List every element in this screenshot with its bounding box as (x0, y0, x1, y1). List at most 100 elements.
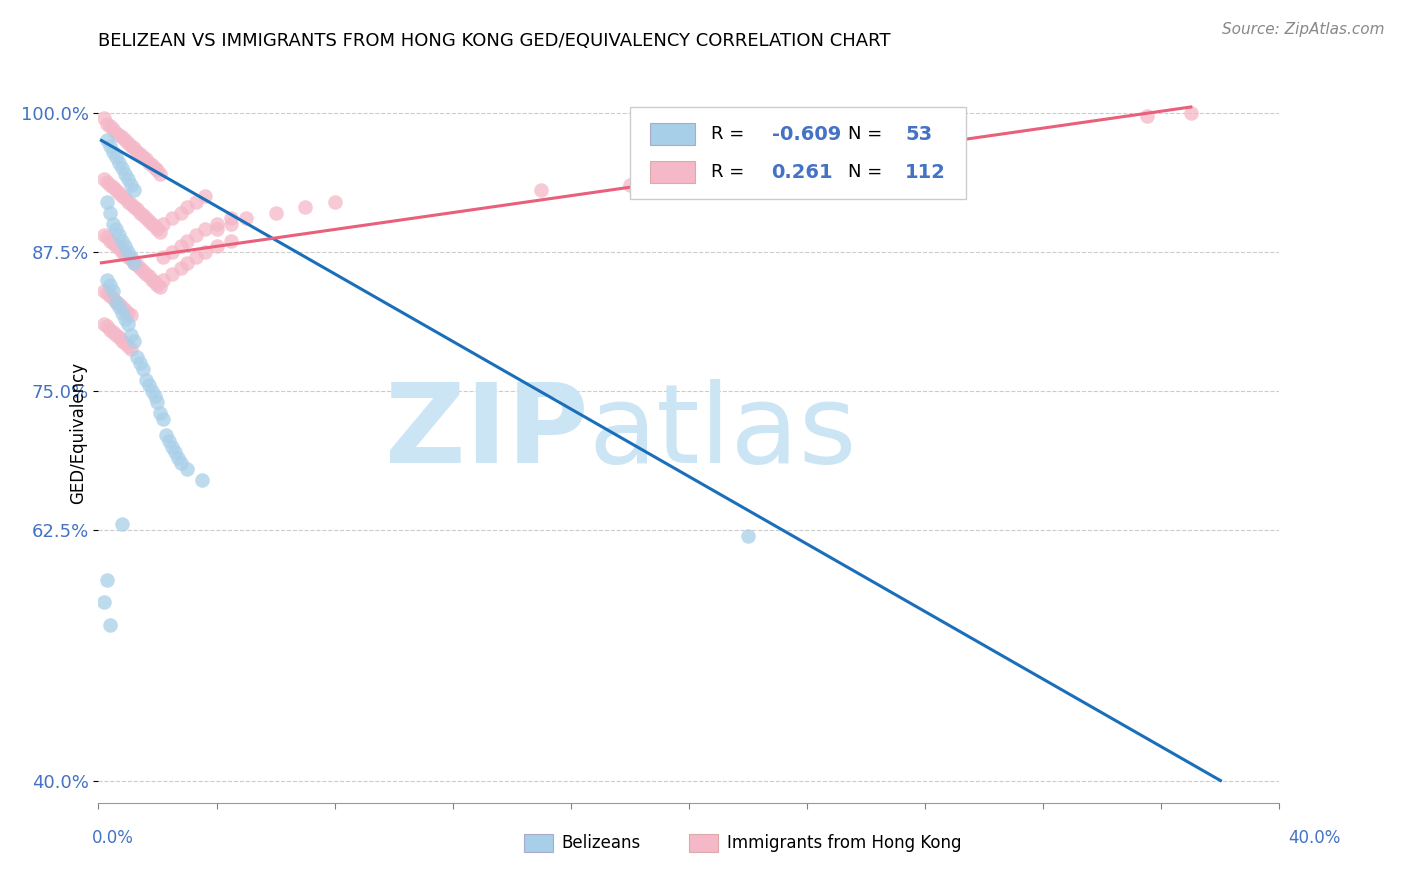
Point (98, 139, 121, 153)
Point (96, 230, 118, 244)
Point (96, 272, 118, 286)
Point (111, 244, 134, 259)
Point (146, 222, 169, 236)
Point (176, 234, 198, 248)
Point (98, 323, 121, 337)
Point (205, 222, 228, 236)
Point (120, 308, 142, 322)
Point (117, 244, 139, 259)
Bar (689, 834, 718, 853)
Text: R =: R = (711, 125, 745, 144)
Point (152, 411, 174, 425)
Point (138, 155, 160, 169)
Point (122, 334, 145, 348)
Point (132, 263, 155, 277)
Point (162, 440, 183, 454)
Point (149, 406, 172, 420)
Point (111, 189, 134, 203)
Point (108, 186, 131, 200)
Point (103, 292, 125, 306)
Text: Belizeans: Belizeans (561, 834, 641, 852)
Text: ZIP: ZIP (385, 379, 589, 486)
Point (114, 133, 136, 147)
Point (176, 462, 198, 476)
Text: R =: R = (711, 163, 745, 181)
Point (170, 239, 193, 253)
Point (105, 184, 128, 198)
Point (120, 250, 142, 264)
Point (111, 161, 134, 176)
Point (170, 205, 193, 219)
Text: 112: 112 (905, 162, 946, 181)
Point (98, 278, 121, 293)
Text: Source: ZipAtlas.com: Source: ZipAtlas.com (1222, 22, 1385, 37)
Point (122, 256, 145, 270)
Point (132, 150, 155, 164)
Text: 0.0%: 0.0% (91, 830, 134, 847)
Point (128, 261, 150, 276)
Point (167, 450, 190, 465)
Point (93, 595, 115, 609)
Point (120, 197, 142, 211)
Point (114, 247, 136, 261)
Point (194, 244, 217, 259)
Point (143, 161, 166, 176)
Point (135, 267, 157, 281)
Point (135, 153, 157, 167)
Point (108, 155, 131, 169)
Point (117, 172, 139, 186)
Bar (523, 834, 553, 853)
Point (264, 205, 287, 219)
Text: N =: N = (848, 125, 883, 144)
Point (103, 145, 125, 159)
Point (108, 301, 131, 315)
Point (96, 285, 118, 300)
Y-axis label: GED/Equivalency: GED/Equivalency (69, 361, 87, 504)
Point (122, 200, 145, 214)
Point (120, 328, 142, 343)
Point (146, 395, 169, 409)
Point (132, 361, 155, 376)
Point (117, 250, 139, 264)
Point (737, 528, 759, 542)
Point (105, 239, 128, 253)
Point (143, 275, 166, 289)
Point (114, 239, 136, 253)
Point (162, 244, 183, 259)
Point (120, 139, 142, 153)
Point (111, 306, 134, 320)
Point (135, 211, 157, 226)
Point (96, 319, 118, 334)
Point (125, 145, 148, 159)
Point (98, 178, 121, 192)
Point (170, 261, 193, 276)
Text: 53: 53 (905, 125, 932, 144)
Point (111, 517, 134, 532)
Point (184, 194, 207, 209)
Point (138, 269, 160, 284)
Point (103, 325, 125, 339)
Point (93, 111, 115, 125)
Point (103, 217, 125, 231)
Point (162, 211, 183, 226)
Point (108, 330, 131, 344)
Point (98, 205, 121, 219)
Point (176, 200, 198, 214)
Point (221, 217, 243, 231)
Point (170, 456, 193, 470)
Point (157, 434, 180, 448)
Point (105, 328, 128, 343)
Point (103, 284, 125, 298)
Point (1136, 109, 1159, 123)
Point (165, 445, 187, 459)
Point (96, 117, 118, 131)
Point (205, 217, 228, 231)
Point (114, 191, 136, 205)
Point (117, 306, 139, 320)
Point (108, 128, 131, 142)
Point (96, 194, 118, 209)
Point (105, 222, 128, 236)
Point (111, 301, 134, 315)
Point (93, 284, 115, 298)
Point (146, 278, 169, 293)
